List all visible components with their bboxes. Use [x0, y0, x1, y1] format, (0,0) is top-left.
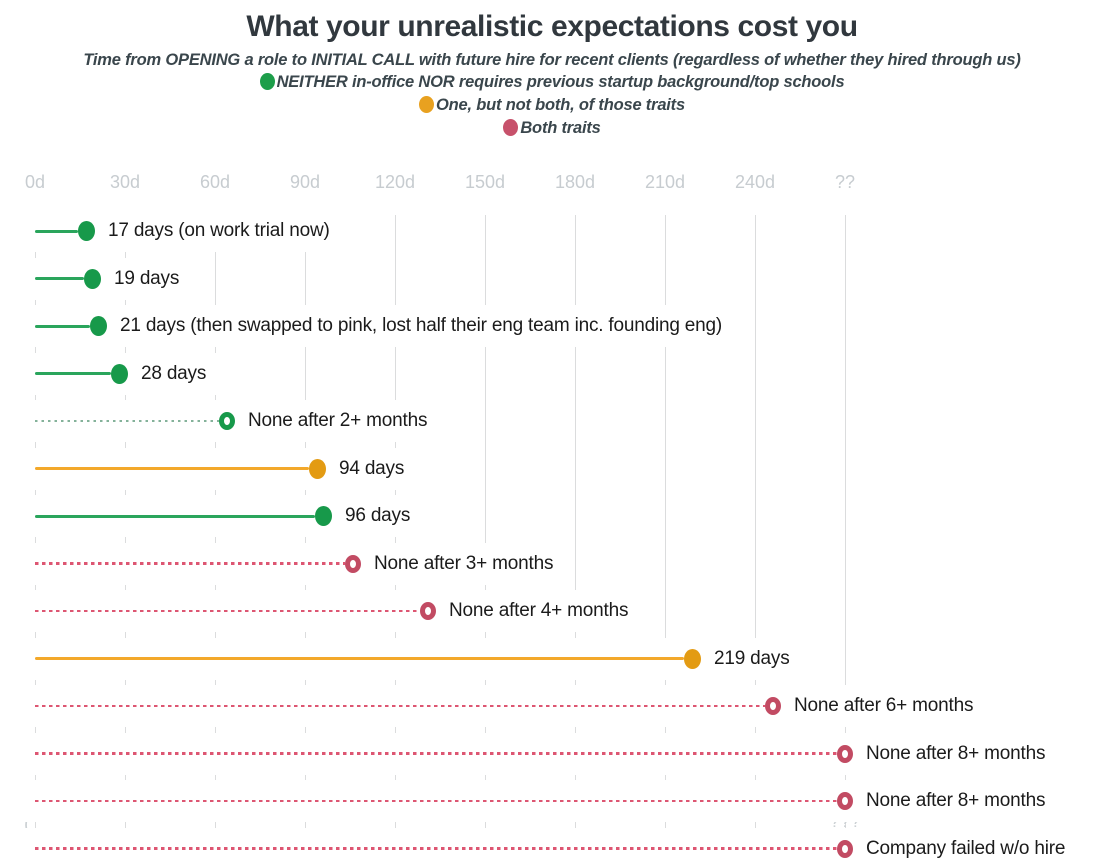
chart-header: What your unrealistic expectations cost …: [0, 0, 1104, 139]
gridline-150d: [485, 215, 486, 862]
orange-dot-icon: [419, 96, 435, 113]
gridline-180d: [575, 215, 576, 862]
filled-dot-marker: [84, 268, 101, 289]
chart-subtitle: Time from OPENING a role to INITIAL CALL…: [83, 51, 1021, 69]
lollipop-line: [35, 657, 684, 660]
lollipop-line: [35, 324, 90, 328]
chart-row: None after 4+ months: [0, 590, 639, 632]
gridline-60d: [215, 215, 216, 862]
open-ring-marker: [219, 412, 235, 430]
lollipop-line: [35, 229, 78, 233]
chart-row: 21 days (then swapped to pink, lost half…: [0, 305, 733, 347]
open-ring-marker: [420, 602, 436, 620]
row-label: None after 3+ months: [374, 552, 554, 574]
row-label: None after 6+ months: [794, 695, 974, 716]
lollipop-line: [35, 419, 219, 423]
open-ring-marker: [345, 554, 361, 573]
lollipop-line: [35, 609, 420, 613]
row-label: 17 days (on work trial now): [108, 220, 330, 241]
open-ring-marker: [765, 697, 781, 715]
lollipop-line: [35, 562, 345, 565]
gridline-120d: [395, 215, 396, 862]
row-label: None after 8+ months: [866, 790, 1046, 811]
filled-dot-marker: [309, 458, 326, 479]
axis-tick-label: 210d: [644, 172, 686, 192]
lollipop-line: [35, 277, 84, 280]
chart-row: None after 3+ months: [0, 542, 564, 585]
legend-label: Both traits: [520, 119, 601, 137]
gridline-90d: [305, 215, 306, 862]
stray-paren-text: (: [24, 814, 31, 835]
chart-row: None after 2+ months: [0, 400, 438, 442]
axis-tick-label: 240d: [734, 172, 776, 192]
lollipop-line: [35, 752, 837, 755]
axis-tick-label: 120d: [374, 172, 416, 192]
legend-item-one-trait: One, but not both, of those traits: [0, 94, 1104, 116]
legend-label: NEITHER in-office NOR requires previous …: [276, 73, 845, 91]
row-label: None after 2+ months: [248, 410, 428, 431]
chart-row: Company failed w/o hire: [0, 827, 1076, 866]
chart-title: What your unrealistic expectations cost …: [246, 10, 858, 43]
lollipop-line: [35, 372, 111, 375]
row-label: 19 days: [114, 267, 180, 289]
axis-tick-label: 30d: [109, 172, 141, 192]
chart-row: 96 days: [0, 495, 421, 537]
chart-row: None after 6+ months: [0, 685, 984, 727]
axis-tick-label: 0d: [24, 172, 46, 192]
legend-item-both-traits: Both traits: [0, 117, 1104, 139]
chart-row: 17 days (on work trial now): [0, 210, 340, 252]
filled-dot-marker: [90, 316, 107, 336]
axis-tick-label: 60d: [199, 172, 231, 192]
row-label: 219 days: [714, 647, 790, 669]
green-dot-icon: [259, 73, 275, 90]
chart-row: 28 days: [0, 352, 217, 395]
gridline-??: [845, 215, 846, 862]
filled-dot-marker: [111, 363, 128, 384]
row-label: None after 8+ months: [866, 742, 1046, 764]
chart-row: None after 8+ months: [0, 732, 1056, 775]
lollipop-line: [35, 799, 837, 803]
open-ring-marker: [837, 792, 853, 810]
chart-row: 219 days: [0, 637, 800, 680]
open-ring-marker: [837, 744, 853, 763]
row-label: None after 4+ months: [449, 600, 629, 621]
axis-tick-label: 150d: [464, 172, 506, 192]
row-label: 94 days: [339, 457, 405, 479]
chart-row: 94 days: [0, 447, 415, 490]
gridline-240d: [755, 215, 756, 862]
filled-dot-marker: [684, 648, 701, 669]
row-label: 28 days: [141, 362, 207, 384]
chart-row: 19 days: [0, 257, 190, 300]
legend-item-neither: NEITHER in-office NOR requires previous …: [0, 71, 1104, 93]
axis-tick-label: 180d: [554, 172, 596, 192]
gridline-210d: [665, 215, 666, 862]
gridline-30d: [125, 215, 126, 862]
lollipop-line: [35, 847, 837, 850]
filled-dot-marker: [78, 221, 95, 241]
lollipop-line: [35, 514, 315, 518]
pink-dot-icon: [503, 119, 519, 136]
axis-tick-label: ??: [834, 172, 856, 192]
row-label: 96 days: [345, 505, 411, 526]
row-label: Company failed w/o hire: [866, 837, 1066, 859]
axis-tick-label: 90d: [289, 172, 321, 192]
gridline-0d: [35, 215, 36, 862]
filled-dot-marker: [315, 506, 332, 526]
lollipop-line: [35, 704, 765, 708]
legend-label: One, but not both, of those traits: [436, 96, 685, 114]
lollipop-line: [35, 467, 309, 470]
chart-row: None after 8+ months: [0, 780, 1056, 822]
row-label: 21 days (then swapped to pink, lost half…: [120, 315, 723, 336]
open-ring-marker: [837, 839, 853, 858]
